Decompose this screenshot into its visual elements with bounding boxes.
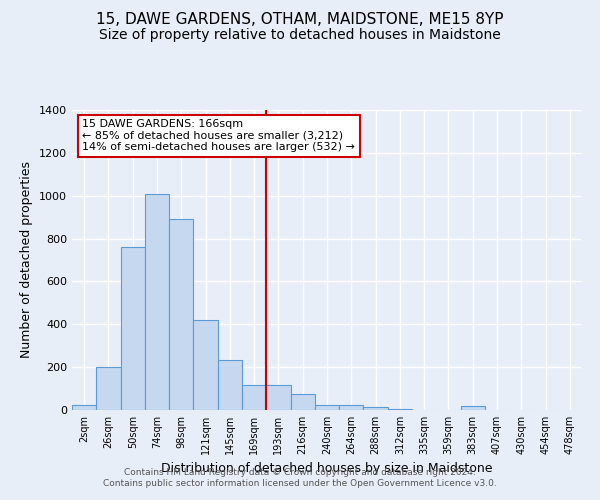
Bar bbox=[169, 220, 193, 410]
Bar bbox=[461, 406, 485, 410]
Bar bbox=[266, 386, 290, 410]
Bar bbox=[315, 404, 339, 410]
Bar bbox=[388, 409, 412, 410]
Text: Contains HM Land Registry data © Crown copyright and database right 2024.
Contai: Contains HM Land Registry data © Crown c… bbox=[103, 468, 497, 487]
Bar bbox=[218, 360, 242, 410]
Text: 15 DAWE GARDENS: 166sqm
← 85% of detached houses are smaller (3,212)
14% of semi: 15 DAWE GARDENS: 166sqm ← 85% of detache… bbox=[82, 119, 355, 152]
Bar bbox=[145, 194, 169, 410]
Bar bbox=[290, 394, 315, 410]
Y-axis label: Number of detached properties: Number of detached properties bbox=[20, 162, 34, 358]
Bar bbox=[72, 406, 96, 410]
Bar bbox=[193, 320, 218, 410]
X-axis label: Distribution of detached houses by size in Maidstone: Distribution of detached houses by size … bbox=[161, 462, 493, 475]
Bar bbox=[364, 407, 388, 410]
Text: Size of property relative to detached houses in Maidstone: Size of property relative to detached ho… bbox=[99, 28, 501, 42]
Bar bbox=[96, 367, 121, 410]
Bar bbox=[339, 406, 364, 410]
Bar bbox=[121, 247, 145, 410]
Bar bbox=[242, 386, 266, 410]
Text: 15, DAWE GARDENS, OTHAM, MAIDSTONE, ME15 8YP: 15, DAWE GARDENS, OTHAM, MAIDSTONE, ME15… bbox=[96, 12, 504, 28]
